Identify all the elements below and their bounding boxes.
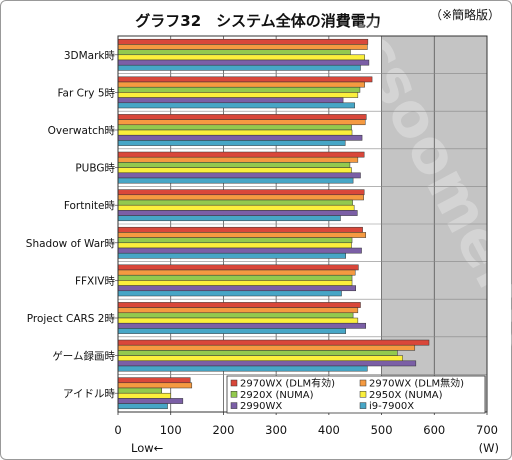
x-tick-label: 300 — [265, 423, 287, 437]
bar — [117, 81, 365, 88]
bar — [117, 312, 354, 319]
bar — [117, 360, 417, 367]
bar — [117, 274, 353, 281]
chart-note: （※簡略版） — [430, 7, 500, 22]
bar — [117, 290, 342, 297]
bar — [117, 355, 403, 362]
bar — [117, 162, 351, 168]
bar — [117, 86, 361, 93]
legend-label: 2950X (NUMA) — [369, 390, 443, 401]
legend-box — [226, 375, 486, 414]
x-direction-label: Low← — [131, 441, 163, 455]
category-label: ゲーム録画時 — [52, 350, 115, 363]
legend-swatch — [359, 402, 367, 409]
bar — [117, 302, 361, 308]
x-unit-label: (W) — [479, 441, 499, 455]
legend-label: 2990WX — [240, 401, 282, 412]
bar — [117, 269, 356, 276]
bar — [117, 237, 353, 244]
legend-swatch — [230, 391, 238, 398]
legend-swatch — [230, 402, 238, 409]
bar — [117, 49, 351, 56]
bar — [117, 226, 363, 233]
bar — [117, 114, 367, 120]
bar — [117, 247, 362, 254]
bar — [117, 387, 162, 394]
legend-label: i9-7900X — [369, 401, 414, 412]
bar — [117, 199, 353, 206]
bar — [117, 140, 346, 146]
bar — [117, 76, 373, 83]
legend-swatch — [230, 379, 238, 387]
x-tick-label: 100 — [160, 423, 182, 437]
bar — [117, 285, 356, 292]
x-tick-label: 200 — [212, 423, 234, 437]
bar — [117, 242, 352, 249]
legend-label: 2920X (NUMA) — [240, 390, 314, 401]
x-tick-label: 700 — [476, 423, 498, 437]
category-label: PUBG時 — [75, 163, 115, 175]
bar — [117, 339, 430, 346]
bar — [117, 64, 361, 71]
bar — [117, 322, 367, 329]
bar — [117, 54, 365, 61]
legend-swatch — [359, 379, 367, 387]
x-tick-label: 0 — [114, 423, 121, 437]
bar — [117, 44, 368, 50]
bar — [117, 350, 398, 356]
x-tick-label: 500 — [371, 423, 393, 437]
bar — [117, 280, 353, 286]
bar — [117, 215, 341, 222]
bar — [117, 204, 355, 211]
bar — [117, 264, 359, 271]
legend-label: 2970WX (DLM有効) — [240, 377, 335, 390]
bar — [117, 252, 346, 259]
category-label: Far Cry 5時 — [57, 87, 115, 99]
bar — [117, 151, 365, 158]
category-label: FFXIV時 — [75, 275, 116, 287]
legend-swatch — [359, 391, 367, 398]
x-tick-label: 600 — [423, 423, 445, 437]
bar — [117, 307, 359, 314]
bar — [117, 382, 193, 389]
x-tick-label: 400 — [318, 423, 340, 437]
bar — [117, 167, 352, 174]
bar — [117, 92, 359, 98]
bar — [117, 172, 361, 179]
bar — [117, 403, 168, 410]
category-label: 3DMark時 — [64, 50, 116, 62]
bar — [117, 365, 368, 372]
bar — [117, 392, 171, 399]
bar — [117, 156, 359, 163]
bar — [117, 38, 369, 45]
category-label: Overwatch時 — [48, 125, 116, 137]
bar — [117, 344, 416, 351]
legend-label: 2970WX (DLM無効) — [369, 377, 464, 390]
bar — [117, 377, 191, 384]
bar — [117, 317, 359, 324]
bar — [117, 97, 344, 104]
bar — [117, 134, 363, 141]
bar — [117, 59, 370, 66]
bar — [117, 232, 367, 238]
category-label: Project CARS 2時 — [27, 313, 116, 325]
category-label: Fortnite時 — [64, 200, 116, 212]
category-label: アイドル時 — [63, 388, 115, 400]
bar — [117, 210, 358, 216]
bar — [117, 119, 366, 126]
bar — [117, 124, 352, 131]
bar — [117, 194, 364, 201]
chart-title: グラフ32 システム全体の消費電力 — [135, 12, 380, 30]
category-label: Shadow of War時 — [26, 238, 116, 250]
bar — [117, 177, 354, 184]
bar — [117, 398, 184, 404]
bar — [117, 129, 353, 136]
bar — [117, 102, 355, 109]
bar — [117, 328, 346, 334]
bar — [117, 189, 365, 196]
